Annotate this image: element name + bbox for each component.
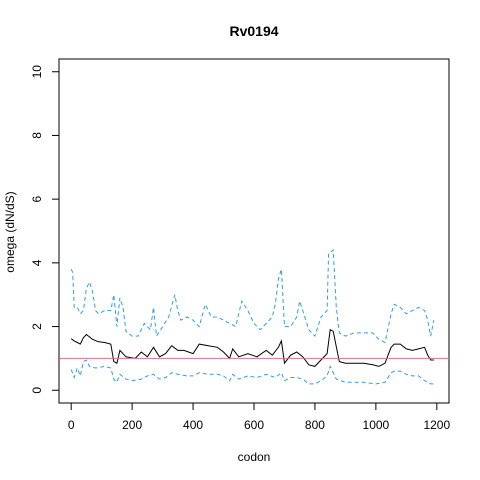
- chart-title: Rv0194: [229, 23, 278, 39]
- omega-estimate-line: [70, 328, 434, 367]
- x-tick-label: 0: [68, 418, 75, 432]
- x-tick-label: 800: [305, 418, 325, 432]
- plot-frame: [58, 58, 450, 404]
- y-tick-label: 4: [30, 259, 44, 266]
- lower-bound-line: [70, 359, 434, 385]
- x-tick-label: 400: [183, 418, 203, 432]
- x-tick-label: 200: [122, 418, 142, 432]
- y-tick-label: 0: [30, 387, 44, 394]
- y-axis-label: omega (dN/dS): [3, 191, 17, 272]
- y-tick-label: 10: [30, 65, 44, 79]
- y-tick-label: 2: [30, 323, 44, 330]
- x-tick-label: 1000: [363, 418, 390, 432]
- x-axis: 0 200 400 600 800 1000 1200: [68, 402, 450, 432]
- upper-bound-line: [70, 249, 435, 344]
- series-layer: [70, 249, 435, 385]
- y-tick-label: 8: [30, 132, 44, 139]
- y-tick-label: 6: [30, 195, 44, 202]
- x-tick-label: 1200: [423, 418, 450, 432]
- x-axis-label: codon: [238, 450, 271, 464]
- y-axis: 0 2 4 6 8 10: [30, 65, 60, 394]
- x-tick-label: 600: [244, 418, 264, 432]
